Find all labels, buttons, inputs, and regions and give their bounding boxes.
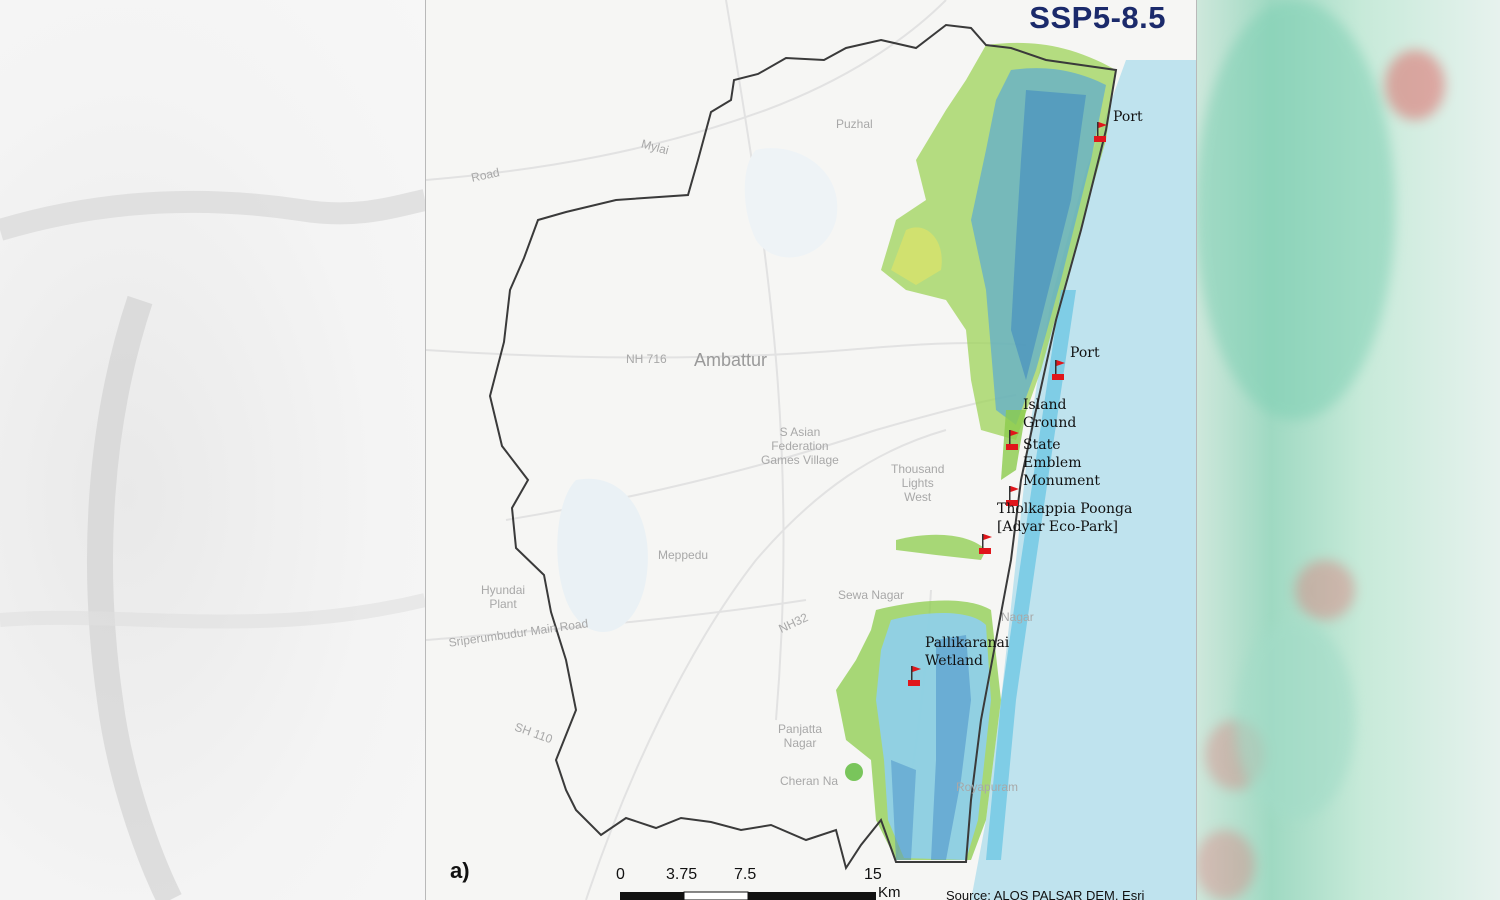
basemap-label-cheran-nagar: Cheran Na [780,774,839,788]
basemap-label-meppedu: Meppedu [658,548,709,562]
basemap-label-hyundai-plant: Hyundai Plant [481,583,526,611]
scale-bar-graphic [620,891,876,900]
landmark-label-port-central: Port [1070,345,1100,361]
flag-icon [908,666,921,686]
map-canvas [426,0,1196,900]
flag-icon [1006,430,1019,450]
flood-inundation-layer [836,42,1116,860]
blurred-background-left [0,0,425,900]
basemap-label-sewa-nagar: Sewa Nagar [838,588,905,602]
flag-icon [979,534,992,554]
blurred-flag-marker [1385,50,1445,120]
blurred-flag-marker [1195,830,1255,900]
blurred-flood-area [1195,0,1395,420]
landmark-label-island-ground: Island Ground [1023,397,1077,431]
scale-bar: 0 3.75 7.5 15 Km [616,866,916,900]
flag-icon [1052,360,1065,380]
basemap-label-puzhal: Puzhal [836,117,873,131]
flood-map-panel: Ambattur NH 716 S Asian Federation Games… [425,0,1197,900]
basemap-label-nh: NH 716 [626,352,667,366]
flag-icon [1006,486,1019,506]
scale-tick-1: 3.75 [666,866,698,883]
landmark-label-state-emblem-monument: State Emblem Monument [1023,437,1100,489]
blurred-flood-area [1235,620,1355,820]
scale-unit: Km [878,884,901,900]
blurred-flag-marker [1295,560,1355,620]
basemap-lake [744,148,838,258]
basemap-label-ambattur: Ambattur [694,350,768,370]
landmark-label-tholkappia-poonga: Tholkappia Poonga [Adyar Eco-Park] [997,501,1133,535]
blurred-background-right [1195,0,1500,900]
basemap-label-thousand-lights: Thousand Lights West [891,462,945,504]
basemap-lake [557,478,648,633]
scale-tick-0: 0 [616,866,625,883]
basemap-label-royapuram: Royapuram [956,780,1019,794]
study-area-boundary [488,23,1118,871]
landmark-label-pallikaranai-wetland: Pallikaranai Wetland [925,635,1010,669]
source-credit: Source: ALOS PALSAR DEM, Esri [946,888,1145,900]
scale-tick-2: 7.5 [734,866,757,883]
panel-label: a) [450,858,470,883]
basemap-label-asian-games: S Asian Federation Games Village [761,425,839,467]
basemap-label-panjatta-nagar: Panjatta Nagar [778,722,823,750]
basemap-label-nagar: Nagar [1001,610,1034,624]
landmark-label-port-north: Port [1113,109,1143,125]
blurred-road-lines [0,189,425,900]
scale-tick-3: 15 [864,866,882,883]
sea-area [971,60,1196,900]
flag-icon [1094,122,1107,142]
scenario-title: SSP5-8.5 [1029,0,1166,35]
